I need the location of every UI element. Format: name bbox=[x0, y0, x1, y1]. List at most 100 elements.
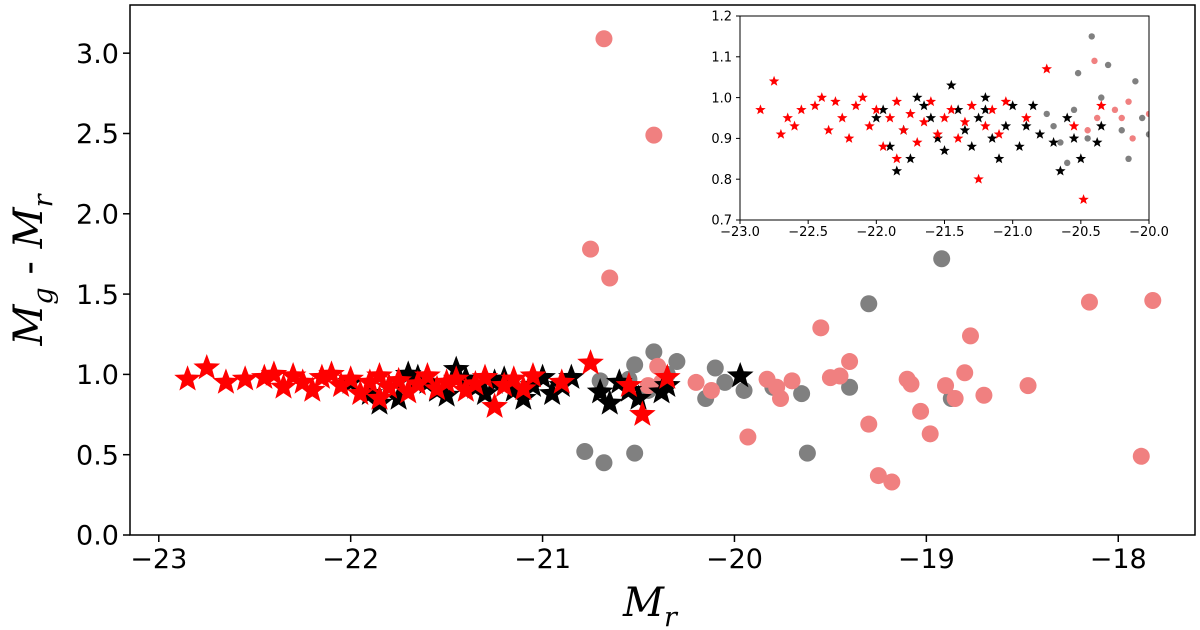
inset-black-stars-point-25 bbox=[1075, 153, 1087, 164]
main-red-stars-point-33 bbox=[615, 371, 643, 397]
inset-red-stars-point-24 bbox=[952, 132, 964, 143]
main-red-stars-point-23 bbox=[442, 365, 470, 391]
main-red-stars-point-3 bbox=[231, 365, 259, 391]
inset-red-stars-point-35 bbox=[1096, 100, 1107, 111]
main-red-stars-point-35 bbox=[653, 363, 681, 389]
main-pink-circles-point-22 bbox=[902, 375, 920, 393]
inset-grey-circles-point-7 bbox=[1132, 78, 1139, 85]
inset-red-stars-point-9 bbox=[850, 100, 862, 111]
inset-grey-circles-point-13 bbox=[1118, 127, 1125, 134]
main-pink-circles-point-3 bbox=[601, 269, 619, 287]
inset-y-tick-label-5: 1.2 bbox=[711, 10, 732, 25]
inset-y-tick-label-2: 0.9 bbox=[711, 132, 732, 147]
inset-x-tick-label-2: −22.0 bbox=[856, 225, 896, 240]
main-red-stars-point-30 bbox=[510, 374, 537, 401]
main-pink-circles-point-33 bbox=[1144, 292, 1162, 310]
inset-grey-circles-point-2 bbox=[1104, 61, 1112, 69]
inset-red-stars-point-14 bbox=[884, 112, 896, 123]
main-black-stars-point-16 bbox=[519, 371, 547, 397]
inset-red-stars-point-13 bbox=[877, 141, 889, 152]
main-black-stars-point-27 bbox=[653, 371, 681, 397]
main-red-stars-point-36 bbox=[251, 363, 278, 389]
inset-black-stars-point-7 bbox=[939, 145, 950, 156]
main-pink-circles-point-32 bbox=[1132, 447, 1150, 465]
inset-grey-circles-point-3 bbox=[1070, 106, 1078, 114]
inset-black-stars-point-27 bbox=[1096, 120, 1107, 131]
inset-red-stars-point-10 bbox=[857, 92, 868, 103]
main-y-axis: 0.0 0.5 1.0 1.5 2.0 2.5 3.0 bbox=[76, 39, 130, 552]
inset-y-tick-label-3: 1.0 bbox=[711, 91, 732, 106]
inset-points bbox=[755, 33, 1149, 205]
main-pink-circles-point-17 bbox=[841, 353, 859, 371]
main-black-stars-point-18 bbox=[538, 379, 566, 405]
inset-y-tick-label-1: 0.8 bbox=[711, 173, 732, 188]
main-pink-circles-point-19 bbox=[869, 467, 887, 485]
main-black-stars-point-11 bbox=[471, 379, 499, 405]
inset-x-axis: −23.0 −22.5 −22.0 −21.5 −21.0 −20.5 −20.0 bbox=[720, 220, 1169, 240]
inset-black-stars-point-9 bbox=[952, 104, 964, 115]
inset-grey-circles-point-1 bbox=[1074, 69, 1082, 77]
inset-black-stars-point-29 bbox=[918, 100, 930, 111]
main-pink-circles-point-31 bbox=[1080, 293, 1098, 311]
main-grey-circles-point-12 bbox=[735, 381, 753, 399]
main-pink-circles-point-18 bbox=[860, 415, 878, 433]
main-x-tick-label-4: −19 bbox=[898, 544, 955, 575]
inset-red-stars-point-32 bbox=[1041, 63, 1052, 74]
inset-red-stars-point-17 bbox=[905, 108, 916, 119]
inset-red-stars-point-38 bbox=[891, 153, 903, 164]
main-y-tick-label-3: 1.5 bbox=[76, 280, 119, 311]
inset-grey-circles-point-14 bbox=[1145, 131, 1149, 138]
main-red-stars-point-0 bbox=[174, 365, 201, 391]
inset-black-stars-point-22 bbox=[1055, 165, 1066, 176]
inset-red-stars-point-0 bbox=[755, 104, 766, 115]
main-black-stars-point-21 bbox=[586, 378, 614, 404]
inset-grey-circles-point-10 bbox=[1057, 139, 1064, 146]
main-black-stars-point-17 bbox=[529, 363, 556, 389]
main-red-stars-point-34 bbox=[629, 400, 656, 426]
main-red-stars-point-19 bbox=[404, 370, 432, 396]
inset-pink-circles-point-2 bbox=[1084, 127, 1091, 134]
inset-plot: −23.0 −22.5 −22.0 −21.5 −21.0 −20.5 −20.0 0.70… bbox=[700, 10, 1169, 240]
main-red-stars-point-28 bbox=[490, 371, 518, 397]
main-red-stars-point-26 bbox=[471, 363, 499, 389]
main-grey-circles-point-15 bbox=[798, 444, 816, 462]
inset-red-stars-point-15 bbox=[891, 96, 903, 107]
main-pink-circles-point-20 bbox=[883, 473, 901, 491]
inset-red-stars-point-27 bbox=[973, 173, 984, 184]
inset-black-stars-point-6 bbox=[932, 132, 943, 143]
inset-grey-circles-point-11 bbox=[1043, 110, 1050, 118]
main-red-stars-point-15 bbox=[366, 362, 393, 388]
inset-red-stars-point-11 bbox=[864, 120, 875, 131]
main-black-stars-point-23 bbox=[606, 368, 633, 394]
main-red-stars-point-11 bbox=[327, 371, 355, 397]
inset-background bbox=[700, 14, 1149, 221]
main-x-tick-label-0: −23 bbox=[130, 544, 187, 575]
main-x-tick-label-5: −18 bbox=[1090, 544, 1147, 575]
inset-black-stars-point-24 bbox=[1068, 132, 1080, 143]
main-red-stars-point-13 bbox=[346, 379, 374, 405]
main-pink-circles-point-8 bbox=[702, 381, 720, 399]
main-red-stars-point-24 bbox=[452, 376, 480, 402]
inset-red-stars-point-29 bbox=[986, 104, 998, 115]
inset-y-axis: 0.7 0.8 0.9 1.0 1.1 1.2 bbox=[711, 10, 740, 229]
main-red-stars-point-31 bbox=[548, 368, 576, 394]
main-points bbox=[174, 30, 1162, 491]
main-red-stars-point-4 bbox=[260, 360, 288, 386]
main-grey-circles-point-1 bbox=[595, 454, 613, 472]
main-black-stars-point-15 bbox=[510, 384, 537, 410]
inset-black-stars-point-1 bbox=[884, 141, 896, 152]
inset-red-stars-point-18 bbox=[912, 136, 923, 147]
main-red-stars-point-37 bbox=[519, 362, 547, 388]
main-black-stars-point-4 bbox=[394, 360, 422, 386]
inset-black-stars-point-23 bbox=[1061, 112, 1073, 123]
inset-red-stars-point-6 bbox=[830, 96, 841, 107]
main-pink-circles-point-25 bbox=[937, 377, 955, 395]
x-title-base: M bbox=[622, 580, 665, 626]
main-grey-circles-point-17 bbox=[933, 250, 951, 268]
main-red-stars-point-22 bbox=[433, 368, 460, 394]
main-y-tick-label-1: 0.5 bbox=[76, 440, 119, 471]
main-x-tick-label-1: −22 bbox=[322, 544, 379, 575]
main-black-stars-point-3 bbox=[385, 384, 412, 410]
inset-grey-circles-point-9 bbox=[1050, 122, 1057, 130]
